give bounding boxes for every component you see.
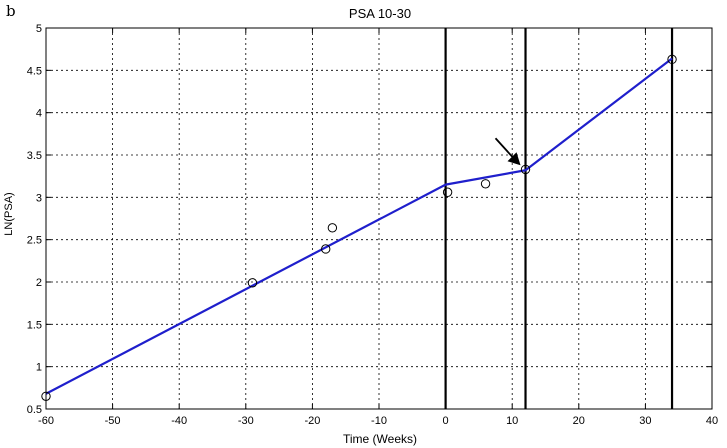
x-tick-label: -20 — [304, 415, 320, 427]
x-tick-label: -50 — [105, 415, 121, 427]
y-tick-label: 3 — [36, 192, 42, 204]
x-tick-label: 30 — [639, 415, 651, 427]
x-tick-label: -40 — [171, 415, 187, 427]
panel-letter: b — [6, 2, 16, 20]
fitted-line — [45, 57, 673, 395]
y-tick-label: 4 — [36, 108, 42, 120]
annotation-arrow — [494, 137, 521, 166]
x-tick-label: -10 — [371, 415, 387, 427]
data-series — [41, 54, 677, 401]
x-tick-label: -60 — [38, 415, 54, 427]
data-point — [480, 179, 491, 189]
x-tick-label: 10 — [506, 415, 518, 427]
annotations — [494, 137, 521, 166]
y-tick-label: 1 — [36, 362, 42, 374]
arrow-shaft — [494, 137, 516, 160]
chart-title: PSA 10-30 — [349, 6, 411, 21]
y-tick-label: 5 — [36, 23, 42, 35]
y-tick-label: 1.5 — [27, 319, 42, 331]
data-point — [321, 244, 331, 254]
y-tick-label: 4.5 — [27, 65, 42, 77]
x-tick-label: 40 — [706, 415, 718, 427]
arrow-head — [507, 152, 521, 166]
y-tick-label: 2.5 — [27, 235, 42, 247]
axis-ticks: -60 -50 -40 -30 -20 -10 0 10 20 30 40 0.5 1 1.5 2 2.5 3 3… — [27, 23, 718, 427]
data-point — [667, 54, 677, 65]
x-axis-label: Time (Weeks) — [343, 432, 417, 446]
data-point — [520, 164, 531, 175]
y-axis-label: LN(PSA) — [3, 192, 15, 235]
x-tick-label: 0 — [443, 415, 449, 427]
y-tick-label: 0.5 — [27, 404, 42, 416]
y-tick-label: 3.5 — [27, 150, 42, 162]
y-tick-label: 2 — [36, 277, 42, 289]
reference-vertical-lines — [444, 28, 674, 409]
data-point — [327, 223, 338, 233]
data-point — [247, 278, 258, 288]
x-tick-label: -30 — [238, 415, 254, 427]
x-tick-label: 20 — [573, 415, 585, 427]
data-point — [442, 187, 453, 197]
